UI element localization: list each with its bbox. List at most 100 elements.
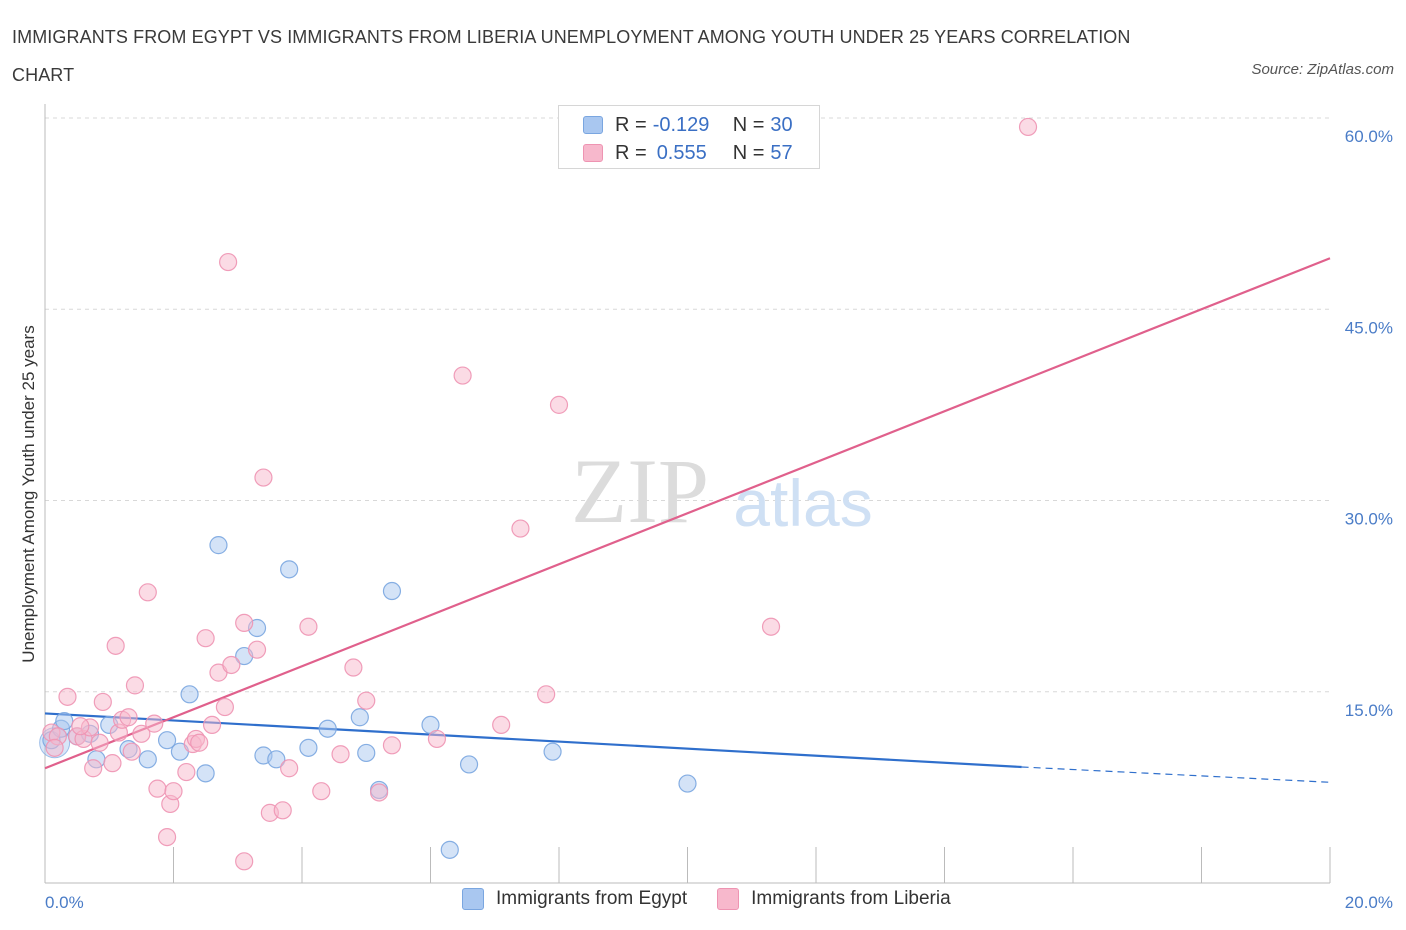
y-tick-label: 45.0% (1345, 318, 1393, 337)
liberia-point (453, 366, 472, 385)
egypt-point (459, 755, 479, 774)
gridlines (45, 117, 1330, 693)
egypt-point (267, 750, 286, 769)
liberia-point (90, 733, 109, 752)
legend-n-label: N = (732, 141, 765, 164)
legend-r-label: R = (615, 113, 647, 136)
liberia-point (280, 759, 299, 778)
liberia-trend-line (44, 257, 1331, 770)
liberia-swatch (717, 888, 740, 910)
axes (44, 104, 1331, 884)
watermark-zip: ZIP (571, 440, 709, 542)
y-tick-label: 60.0% (1345, 127, 1393, 146)
liberia-point (196, 629, 215, 648)
egypt-point (357, 743, 376, 763)
liberia-point (247, 640, 267, 659)
egypt-point (318, 719, 337, 738)
legend-r-value: -0.129 (652, 113, 710, 136)
egypt-point (299, 738, 318, 757)
liberia-point (119, 708, 138, 727)
liberia-point (138, 583, 157, 602)
liberia-point (382, 736, 402, 755)
egypt-point (180, 685, 199, 704)
liberia-point (58, 687, 77, 706)
egypt-point (209, 536, 228, 555)
egypt-point (350, 708, 369, 727)
chart-title: IMMIGRANTS FROM EGYPT VS IMMIGRANTS FROM… (12, 27, 1131, 85)
legend-row-liberia: R = 0.555 N = 57 (583, 141, 793, 165)
y-axis-title: Unemployment Among Youth under 25 years (19, 325, 38, 662)
liberia-swatch (583, 144, 603, 162)
liberia-point (254, 468, 273, 487)
egypt-point (543, 742, 562, 761)
legend-r-value: 0.555 (656, 141, 707, 164)
legend-n-label: N = (732, 113, 765, 136)
liberia-point (537, 685, 556, 704)
liberia-point (511, 519, 530, 538)
y-tick-label: 15.0% (1345, 701, 1393, 720)
liberia-point (215, 697, 234, 717)
legend-r-label: R = (615, 141, 647, 164)
liberia-point (125, 676, 145, 695)
liberia-point (549, 395, 569, 414)
liberia-point (273, 801, 292, 820)
tick-labels: 15.0% 30.0% 45.0% 60.0% 0.0% 20.0% (45, 127, 1393, 912)
liberia-point (299, 617, 318, 636)
correlation-legend: R = -0.129 N = 30 R = 0.555 N = 57 (558, 105, 820, 169)
egypt-point (157, 731, 177, 750)
legend-item-egypt: Immigrants from Egypt (462, 888, 687, 910)
x-tick-label: 20.0% (1345, 893, 1393, 912)
liberia-point (190, 733, 209, 752)
egypt-point (280, 560, 299, 579)
watermark-atlas: atlas (733, 466, 872, 540)
liberia-point (84, 759, 103, 778)
liberia-point (222, 655, 241, 675)
egypt-point (196, 764, 215, 783)
liberia-point (202, 715, 222, 735)
liberia-point (145, 714, 164, 733)
liberia-point (219, 252, 238, 272)
liberia-point (93, 692, 112, 712)
egypt-point (382, 581, 402, 601)
liberia-point (132, 724, 151, 743)
liberia-point (1018, 117, 1038, 137)
egypt-point (55, 711, 74, 731)
legend-n-value: 30 (770, 113, 793, 136)
egypt-trend-extension (1021, 766, 1331, 783)
liberia-point (45, 738, 64, 757)
liberia-point (71, 717, 90, 736)
liberia-point (370, 783, 389, 802)
liberia-point (357, 691, 376, 710)
legend-item-liberia: Immigrants from Liberia (717, 888, 951, 910)
liberia-point (312, 782, 331, 801)
liberia-point (235, 852, 254, 871)
liberia-point (177, 762, 196, 782)
egypt-point (678, 774, 697, 793)
watermark: ZIP atlas (571, 440, 873, 542)
series-legend: Immigrants from Egypt Immigrants from Li… (462, 888, 981, 910)
liberia-point (103, 754, 122, 773)
liberia-point (344, 658, 363, 677)
egypt-point (138, 750, 157, 769)
egypt-point (440, 840, 459, 859)
liberia-point (427, 729, 447, 749)
legend-n-value: 57 (770, 141, 793, 164)
x-tick-label: 0.0% (45, 893, 84, 912)
data-points (39, 117, 1038, 871)
legend-label-egypt: Immigrants from Egypt (496, 888, 688, 909)
egypt-swatch (583, 116, 603, 134)
liberia-point (492, 715, 511, 735)
egypt-swatch (462, 888, 484, 910)
liberia-point (157, 827, 177, 847)
y-tick-label: 30.0% (1345, 510, 1393, 529)
liberia-point (164, 782, 183, 801)
legend-label-liberia: Immigrants from Liberia (751, 888, 951, 909)
source-label: Source: ZipAtlas.com (1251, 61, 1394, 78)
legend-row-egypt: R = -0.129 N = 30 (583, 113, 793, 137)
liberia-point (235, 613, 254, 633)
liberia-point (106, 636, 125, 655)
liberia-point (148, 779, 167, 798)
liberia-point (331, 745, 350, 764)
liberia-point (761, 617, 781, 636)
